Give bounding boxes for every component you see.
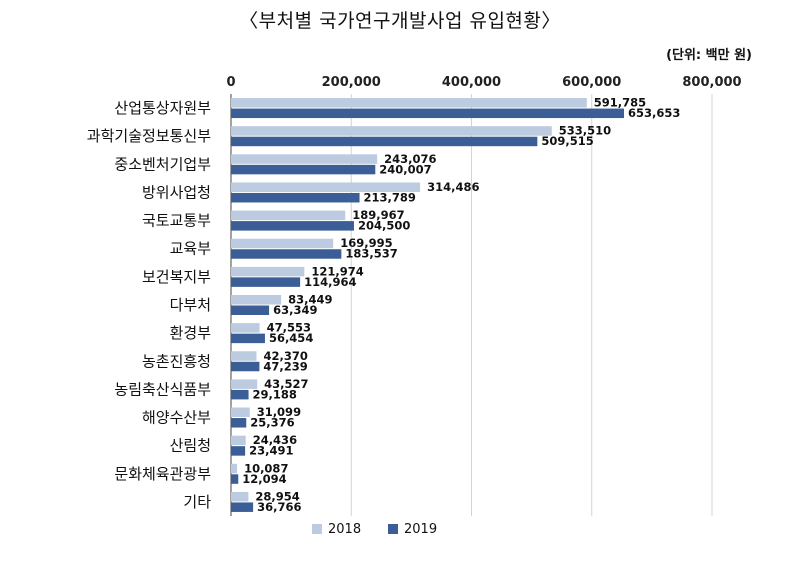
category-label: 국토교통부 xyxy=(142,212,211,230)
x-tick-label: 400,000 xyxy=(442,75,501,90)
category-label: 산업통상자원부 xyxy=(114,99,211,117)
bar-2019 xyxy=(231,136,538,147)
bar-2019 xyxy=(231,361,260,372)
bar-2018 xyxy=(231,238,334,249)
axis-layer: 0 200,000 400,000 600,000 800,000 xyxy=(226,75,742,516)
legend-swatch-2018 xyxy=(312,524,322,534)
data-label-2019: 56,454 xyxy=(269,331,313,345)
category-label: 환경부 xyxy=(170,324,212,342)
data-label-2018: 28,954 xyxy=(255,489,299,503)
bar-2019 xyxy=(231,192,360,203)
data-label-2019: 213,789 xyxy=(364,190,416,204)
bar-2018 xyxy=(231,266,305,277)
data-label-2019: 183,537 xyxy=(345,247,397,261)
bar-2018 xyxy=(231,407,250,418)
data-label-2018: 83,449 xyxy=(288,293,332,307)
unit-label: (단위: 백만 원) xyxy=(666,48,752,63)
data-label-2018: 42,370 xyxy=(263,349,307,363)
data-label-2019: 509,515 xyxy=(541,134,593,148)
category-label: 방위사업청 xyxy=(142,183,211,201)
category-label: 교육부 xyxy=(170,240,212,258)
data-label-2018: 591,785 xyxy=(594,96,646,110)
data-label-2018: 243,076 xyxy=(384,152,436,166)
data-label-2018: 121,974 xyxy=(311,264,363,278)
data-label-2018: 24,436 xyxy=(253,433,297,447)
data-label-2019: 63,349 xyxy=(273,303,317,317)
category-label: 농림축산식품부 xyxy=(114,380,211,398)
bar-2019 xyxy=(231,249,342,259)
bar-2018 xyxy=(231,463,238,474)
bar-2018 xyxy=(231,379,258,389)
data-label-2018: 189,967 xyxy=(352,208,404,222)
bar-2018 xyxy=(231,210,346,221)
category-label: 산림청 xyxy=(170,437,211,455)
data-label-2019: 653,653 xyxy=(628,106,680,120)
bar-2018 xyxy=(231,154,378,164)
bar-2019 xyxy=(231,164,376,175)
x-tick-label: 800,000 xyxy=(682,75,741,90)
bar-2019 xyxy=(231,277,301,287)
category-label: 보건복지부 xyxy=(142,268,211,286)
data-label-2019: 114,964 xyxy=(304,275,356,289)
bar-2019 xyxy=(231,418,247,428)
data-label-2018: 47,553 xyxy=(267,321,311,335)
category-label: 다부처 xyxy=(170,296,211,314)
data-label-2018: 10,087 xyxy=(244,461,288,475)
bar-2018 xyxy=(231,435,246,446)
data-label-2019: 240,007 xyxy=(379,162,431,176)
bar-2019 xyxy=(231,333,265,344)
data-label-2019: 12,094 xyxy=(242,472,286,486)
bar-2019 xyxy=(231,221,354,231)
bar-2018 xyxy=(231,98,587,108)
data-label-2018: 31,099 xyxy=(257,405,301,419)
data-label-2018: 43,527 xyxy=(264,377,308,391)
bar-2018 xyxy=(231,351,257,361)
category-label: 과학기술정보통신부 xyxy=(87,127,211,145)
category-label: 해양수산부 xyxy=(142,409,211,427)
legend-label-2019: 2019 xyxy=(404,522,437,537)
category-label: 문화체육관광부 xyxy=(114,465,211,483)
x-tick-label: 600,000 xyxy=(562,75,621,90)
data-label-2019: 204,500 xyxy=(358,219,410,233)
data-label-2019: 47,239 xyxy=(263,359,307,373)
bar-2019 xyxy=(231,446,246,456)
data-label-2019: 36,766 xyxy=(257,500,301,514)
legend-label-2018: 2018 xyxy=(328,522,361,537)
chart-title: 〈부처별 국가연구개발사업 유입현황〉 xyxy=(239,10,561,32)
bar-2019 xyxy=(231,305,270,315)
bar-2019 xyxy=(231,108,625,119)
data-label-2019: 29,188 xyxy=(253,387,297,401)
legend: 2018 2019 xyxy=(312,522,437,537)
legend-swatch-2019 xyxy=(388,524,398,534)
bar-2018 xyxy=(231,323,260,333)
data-label-2018: 169,995 xyxy=(340,236,392,250)
data-label-2019: 25,376 xyxy=(250,416,294,430)
x-tick-label: 200,000 xyxy=(322,75,381,90)
bar-2018 xyxy=(231,126,552,136)
data-label-2019: 23,491 xyxy=(249,444,293,458)
bar-2019 xyxy=(231,474,239,484)
bar-2019 xyxy=(231,389,249,400)
category-label: 기타 xyxy=(183,493,211,511)
bar-2019 xyxy=(231,502,254,512)
data-label-2018: 314,486 xyxy=(427,180,479,194)
x-tick-label: 0 xyxy=(226,75,235,90)
category-label: 중소벤처기업부 xyxy=(114,155,211,173)
bar-2018 xyxy=(231,491,249,502)
grid-layer xyxy=(350,94,713,516)
category-label: 농촌진흥청 xyxy=(142,352,211,370)
bar-2018 xyxy=(231,295,282,305)
data-label-2018: 533,510 xyxy=(559,124,611,138)
bar-2018 xyxy=(231,182,421,192)
bar-layer xyxy=(231,98,625,512)
